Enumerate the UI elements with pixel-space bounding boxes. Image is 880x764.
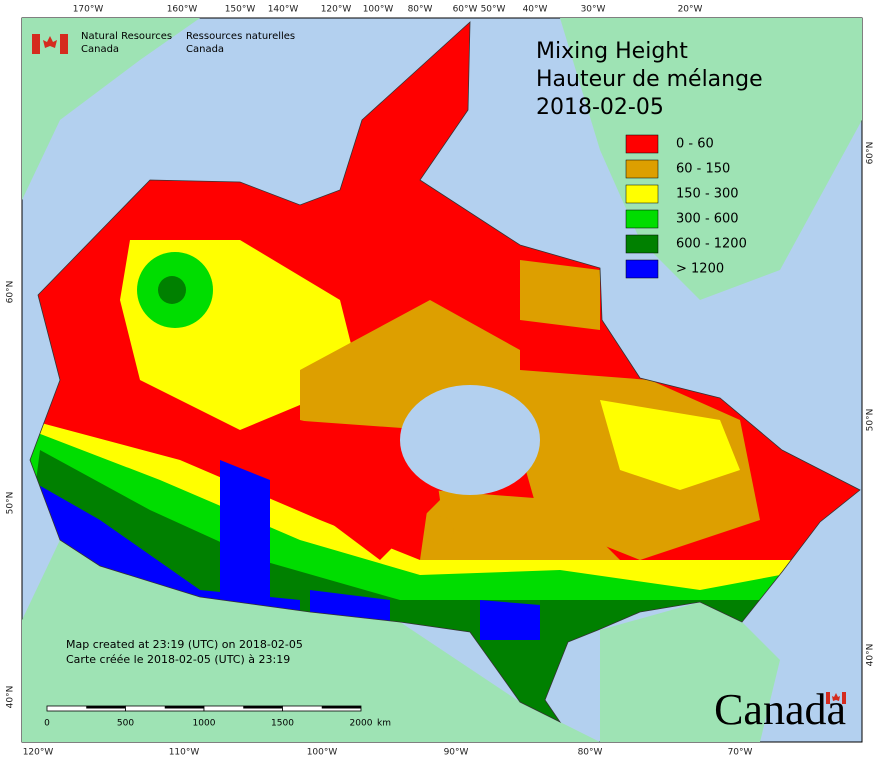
longitude-label: 110°W bbox=[169, 748, 200, 758]
scale-label: 1000 bbox=[193, 719, 216, 729]
longitude-label: 20°W bbox=[678, 5, 703, 15]
agency-en: Canada bbox=[81, 44, 119, 55]
wordmark-flag bbox=[826, 692, 846, 704]
canada-outline bbox=[29, 21, 861, 724]
scale-segment bbox=[86, 706, 126, 709]
scale-segment bbox=[321, 706, 361, 709]
legend-label: 0 - 60 bbox=[676, 137, 714, 152]
scale-segment bbox=[243, 706, 283, 709]
longitude-label: 170°W bbox=[73, 5, 104, 15]
legend-label: 300 - 600 bbox=[676, 212, 739, 227]
wordmark: Canada bbox=[714, 685, 846, 734]
footer: Carte créée le 2018-02-05 (UTC) à 23:19 bbox=[66, 653, 290, 666]
hudson-bay bbox=[400, 385, 540, 495]
longitude-label: 30°W bbox=[581, 5, 606, 15]
legend-swatch bbox=[625, 234, 659, 254]
agency-en: Natural Resources bbox=[81, 31, 172, 42]
scale-label: 1500 bbox=[271, 719, 294, 729]
latitude-label: 40°N bbox=[6, 686, 16, 709]
legend: 0 - 60 60 - 150 150 - 300 300 - 600 600 - 12… bbox=[625, 134, 747, 279]
longitude-label: 120°W bbox=[321, 5, 352, 15]
legend-swatch bbox=[625, 184, 659, 204]
top-longitudes: 170°W 160°W 150°W 140°W 120°W 100°W 80°W 60°W 50… bbox=[73, 5, 703, 15]
longitude-label: 70°W bbox=[728, 748, 753, 758]
scale-unit: km bbox=[377, 719, 391, 729]
legend-swatch bbox=[625, 134, 659, 154]
scale-bar: 0 500 1000 1500 2000 km bbox=[44, 705, 391, 729]
longitude-label: 100°W bbox=[363, 5, 394, 15]
legend-label: > 1200 bbox=[676, 262, 724, 277]
scale-label: 500 bbox=[117, 719, 134, 729]
longitude-label: 160°W bbox=[167, 5, 198, 15]
agency-fr: Ressources naturelles bbox=[186, 31, 295, 42]
title: 2018-02-05 bbox=[536, 95, 664, 120]
latitude-label: 60°N bbox=[866, 142, 876, 165]
legend-label: 600 - 1200 bbox=[676, 237, 747, 252]
latitude-label: 50°N bbox=[6, 492, 16, 515]
latitudes: 60°N 50°N 40°N 60°N 50°N 40°N bbox=[6, 142, 876, 709]
longitude-label: 40°W bbox=[523, 5, 548, 15]
scale-segment bbox=[164, 706, 204, 709]
legend-swatch bbox=[625, 259, 659, 279]
longitude-label: 80°W bbox=[408, 5, 433, 15]
longitude-label: 120°W bbox=[23, 748, 54, 758]
longitude-label: 90°W bbox=[444, 748, 469, 758]
longitude-label: 100°W bbox=[307, 748, 338, 758]
bottom-longitudes: 120°W 110°W 100°W 90°W 80°W 70°W bbox=[23, 748, 753, 758]
agency-fr: Canada bbox=[186, 44, 224, 55]
title: Hauteur de mélange bbox=[536, 67, 763, 92]
latitude-label: 60°N bbox=[6, 281, 16, 304]
land bbox=[22, 18, 862, 742]
legend-swatch bbox=[625, 209, 659, 229]
latitude-label: 50°N bbox=[866, 409, 876, 432]
legend-swatch bbox=[625, 159, 659, 179]
longitude-label: 60°W bbox=[453, 5, 478, 15]
scale-label: 2000 bbox=[350, 719, 373, 729]
legend-label: 60 - 150 bbox=[676, 162, 730, 177]
footer: Map created at 23:19 (UTC) on 2018-02-05 bbox=[66, 638, 303, 651]
title: Mixing Height bbox=[536, 39, 688, 64]
longitude-label: 140°W bbox=[268, 5, 299, 15]
legend-label: 150 - 300 bbox=[676, 187, 739, 202]
longitude-label: 150°W bbox=[225, 5, 256, 15]
scale-label: 0 bbox=[44, 719, 50, 729]
nrcan-logo: Natural Resources Canada Ressources natu… bbox=[32, 31, 295, 55]
latitude-label: 40°N bbox=[866, 644, 876, 667]
longitude-label: 50°W bbox=[481, 5, 506, 15]
longitude-label: 80°W bbox=[578, 748, 603, 758]
